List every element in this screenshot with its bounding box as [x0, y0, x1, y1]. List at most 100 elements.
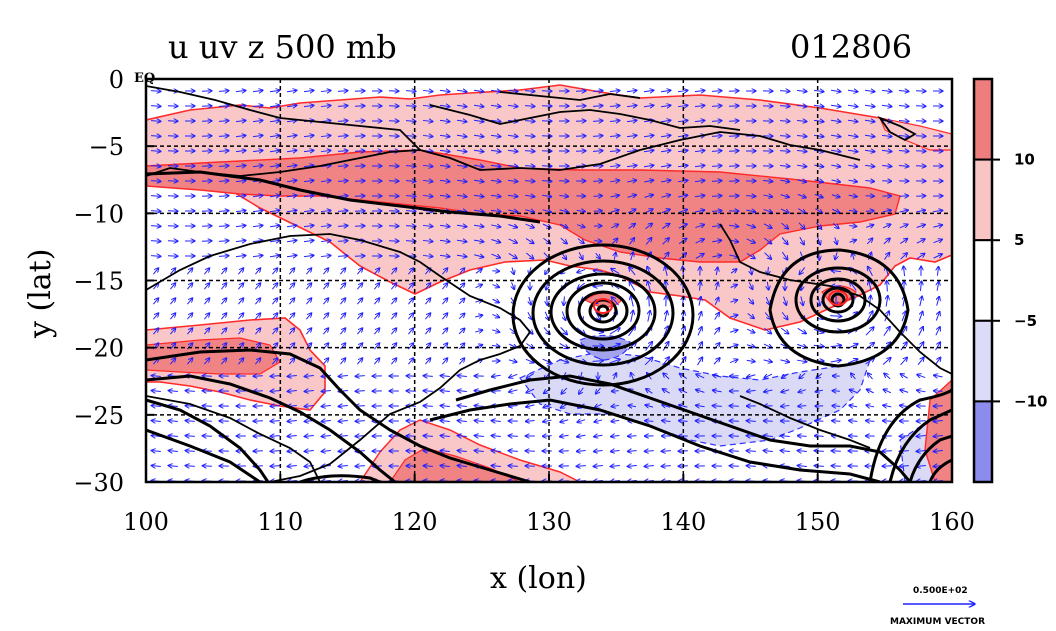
wind-vector [695, 405, 705, 407]
wind-vector [763, 209, 773, 212]
wind-vector [916, 253, 925, 260]
wind-vector [187, 313, 192, 320]
wind-vector [831, 165, 840, 167]
wind-vector [917, 390, 926, 392]
wind-vector [405, 196, 416, 197]
wind-vector [202, 421, 212, 422]
wind-vector [340, 268, 345, 275]
wind-vector [865, 165, 875, 166]
reference-vector-caption: MAXIMUM VECTOR [890, 617, 985, 627]
wind-vector [304, 390, 314, 391]
y-axis-label: y (lat) [23, 249, 58, 339]
wind-vector [422, 225, 433, 226]
wind-vector [881, 90, 892, 91]
wind-vector [631, 310, 634, 322]
wind-vector [694, 150, 705, 151]
wind-vector [491, 436, 501, 437]
wind-vector [491, 451, 501, 452]
wind-vector [272, 298, 277, 305]
wind-vector [440, 421, 450, 422]
wind-vector [592, 121, 603, 122]
wind-vector [440, 391, 450, 392]
wind-vector [238, 268, 243, 275]
wind-vector [439, 105, 450, 106]
wind-vector [457, 405, 467, 406]
wind-vector [507, 180, 518, 181]
wind-vector [920, 296, 922, 307]
wind-vector [898, 121, 909, 122]
wind-vector [576, 451, 586, 452]
wind-vector [439, 165, 450, 166]
equator-label: EQ [134, 71, 155, 86]
wind-vector [746, 390, 756, 391]
wind-vector [643, 90, 654, 91]
wind-vector [527, 312, 532, 319]
wind-vector [813, 105, 824, 106]
wind-vector [151, 450, 161, 451]
wind-vector [508, 436, 518, 437]
wind-vector [797, 436, 807, 437]
wind-vector [560, 327, 568, 334]
wind-vector [729, 436, 739, 437]
y-tick-label: −25 [73, 402, 124, 430]
wind-vector [764, 374, 773, 378]
wind-vector [425, 328, 430, 335]
wind-vector [306, 313, 311, 320]
wind-vector [694, 165, 705, 166]
wind-vector [729, 359, 738, 362]
x-tick-label: 100 [123, 508, 169, 536]
wind-vector [185, 436, 195, 437]
wind-vector [712, 240, 721, 241]
wind-vector [711, 151, 722, 152]
wind-vector [933, 254, 943, 259]
wind-vector [337, 151, 348, 152]
wind-vector [202, 391, 212, 392]
wind-vector [933, 210, 943, 211]
wind-vector [610, 450, 620, 451]
wind-vector [915, 121, 926, 122]
wind-vector [355, 436, 365, 437]
wind-vector [422, 105, 433, 106]
wind-vector [646, 389, 653, 394]
wind-vector [746, 210, 755, 212]
wind-vector [763, 237, 771, 244]
wind-vector [492, 314, 499, 317]
wind-vector [252, 225, 263, 226]
wind-vector [746, 360, 755, 361]
wind-vector [218, 196, 229, 197]
wind-vector [338, 421, 348, 422]
wind-vector [677, 105, 688, 106]
wind-vector [764, 252, 772, 260]
wind-vector [695, 239, 705, 244]
wind-vector [813, 328, 824, 332]
wind-vector [524, 91, 535, 92]
wind-vector [524, 151, 535, 152]
wind-vector [628, 223, 636, 229]
wind-vector [287, 376, 297, 377]
wind-vector [729, 330, 738, 332]
wind-vector [830, 105, 841, 106]
wind-vector [746, 436, 756, 437]
wind-vector [252, 165, 263, 166]
wind-vector [916, 436, 926, 437]
wind-vector [730, 284, 738, 287]
wind-vector [542, 210, 552, 213]
wind-vector [900, 342, 907, 351]
wind-vector [935, 342, 941, 351]
wind-vector [320, 255, 331, 256]
wind-vector [609, 90, 620, 91]
wind-vector [611, 238, 618, 245]
wind-vector [746, 196, 756, 197]
wind-vector [832, 391, 840, 392]
wind-vector [746, 451, 756, 452]
wind-vector [816, 373, 823, 379]
wind-vector [729, 345, 738, 348]
wind-vector [272, 358, 277, 365]
wind-vector [542, 358, 552, 363]
wind-vector [915, 106, 926, 107]
wind-vector [170, 268, 175, 275]
wind-vector [490, 150, 501, 151]
colorbar-segment [973, 78, 993, 161]
wind-vector [883, 389, 892, 392]
colorbar: 10 5 −5 −10 [972, 77, 1047, 484]
